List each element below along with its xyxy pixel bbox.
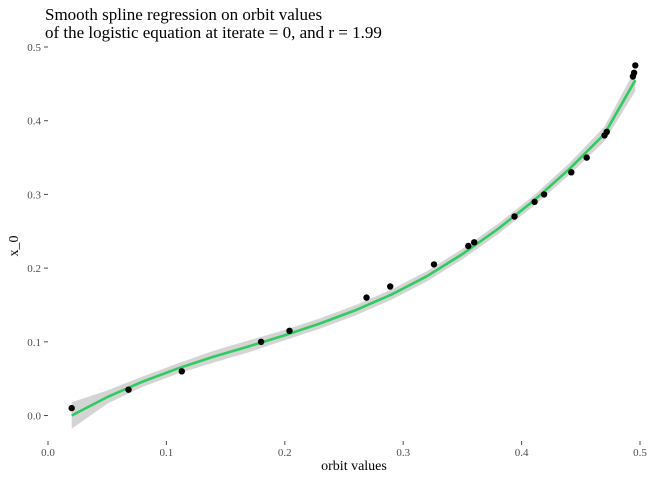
data-point <box>125 386 132 393</box>
data-point <box>540 191 548 198</box>
data-point <box>511 213 518 220</box>
x-axis-title: orbit values <box>321 459 387 474</box>
chart-title-line1: Smooth spline regression on orbit values <box>45 5 322 24</box>
data-point <box>568 169 575 176</box>
x-tick-label: 0.5 <box>633 447 647 459</box>
data-point <box>363 294 370 301</box>
y-tick-label: 0.2 <box>27 263 41 275</box>
confidence-band <box>71 69 636 429</box>
confidence-band-layer <box>71 69 636 429</box>
data-point <box>387 283 394 290</box>
data-point <box>178 368 185 375</box>
data-point <box>257 338 265 345</box>
chart-title-line2: of the logistic equation at iterate = 0,… <box>45 23 382 42</box>
points-layer <box>68 62 639 412</box>
data-point <box>286 327 293 334</box>
data-point <box>630 69 638 77</box>
y-tick-label: 0.3 <box>27 189 41 201</box>
x-axis-ticks: 0.0 0.1 0.2 0.3 0.4 0.5 <box>41 441 647 459</box>
data-point <box>430 261 438 268</box>
x-tick-label: 0.0 <box>41 447 55 459</box>
smooth-line-layer <box>71 79 637 417</box>
y-tick-label: 0.5 <box>27 42 41 54</box>
data-point <box>465 242 472 250</box>
data-point <box>583 154 590 161</box>
smooth-line <box>71 79 637 417</box>
y-tick-label: 0.4 <box>27 116 41 128</box>
data-point <box>531 198 538 205</box>
y-tick-label: 0.0 <box>27 411 41 423</box>
x-tick-label: 0.3 <box>396 447 410 459</box>
y-tick-label: 0.1 <box>27 337 41 349</box>
x-tick-label: 0.4 <box>515 447 529 459</box>
y-axis-title: x_0 <box>7 236 22 257</box>
data-point <box>68 404 75 412</box>
data-point <box>603 128 610 135</box>
x-tick-label: 0.2 <box>278 447 292 459</box>
data-point <box>632 62 639 69</box>
x-tick-label: 0.1 <box>160 447 174 459</box>
y-axis-ticks: 0.0 0.1 0.2 0.3 0.4 0.5 <box>27 42 48 423</box>
data-point <box>471 239 478 246</box>
